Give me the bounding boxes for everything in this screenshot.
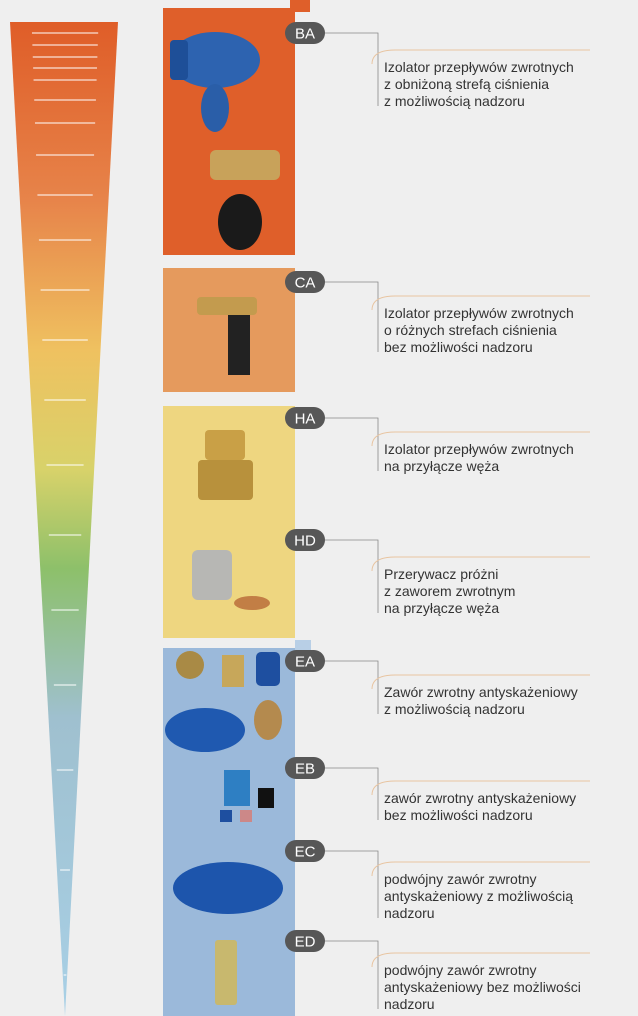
description: z zaworem zwrotnym (384, 583, 515, 599)
connector (325, 941, 378, 1009)
description: Izolator przepływów zwrotnych (384, 305, 574, 321)
badge-code: HA (295, 411, 316, 428)
badge-code: CA (295, 275, 316, 292)
description: podwójny zawór zwrotny (384, 871, 537, 887)
description: Przerywacz próżni (384, 566, 498, 582)
connector (325, 768, 378, 820)
connector (325, 282, 378, 352)
description: antyskażeniowy bez możliwości (384, 979, 581, 995)
description: nadzoru (384, 905, 435, 921)
scale-triangle (10, 22, 118, 1016)
panel-tab (290, 0, 310, 12)
description: nadzoru (384, 996, 435, 1012)
description: o różnych strefach ciśnienia (384, 322, 557, 338)
badge-code: EC (295, 844, 316, 861)
description: na przyłącze węża (384, 458, 499, 474)
description: z obniżoną strefą ciśnienia (384, 76, 549, 92)
connector (325, 661, 378, 714)
page: {"items":[ {"code":"BA","lines":["Izolat… (0, 0, 638, 1016)
description: z możliwością nadzoru (384, 93, 525, 109)
description: podwójny zawór zwrotny (384, 962, 537, 978)
badge-code: HD (294, 533, 316, 550)
badge-code: ED (295, 934, 316, 951)
description: Izolator przepływów zwrotnych (384, 59, 574, 75)
connector (325, 33, 378, 106)
description: na przyłącze węża (384, 600, 499, 616)
connector (325, 418, 378, 471)
connector (325, 540, 378, 613)
badge-code: BA (295, 26, 315, 43)
badge-code: EA (295, 654, 315, 671)
description: antyskażeniowy z możliwością (384, 888, 573, 904)
description: z możliwością nadzoru (384, 701, 525, 717)
description: bez możliwości nadzoru (384, 807, 533, 823)
description: Zawór zwrotny antyskażeniowy (384, 684, 578, 700)
description: bez możliwości nadzoru (384, 339, 533, 355)
badge-code: EB (295, 761, 315, 778)
description: zawór zwrotny antyskażeniowy (384, 790, 576, 806)
diagram: BAIzolator przepływów zwrotnychz obniżon… (0, 0, 638, 1016)
description: Izolator przepływów zwrotnych (384, 441, 574, 457)
connector (325, 851, 378, 918)
